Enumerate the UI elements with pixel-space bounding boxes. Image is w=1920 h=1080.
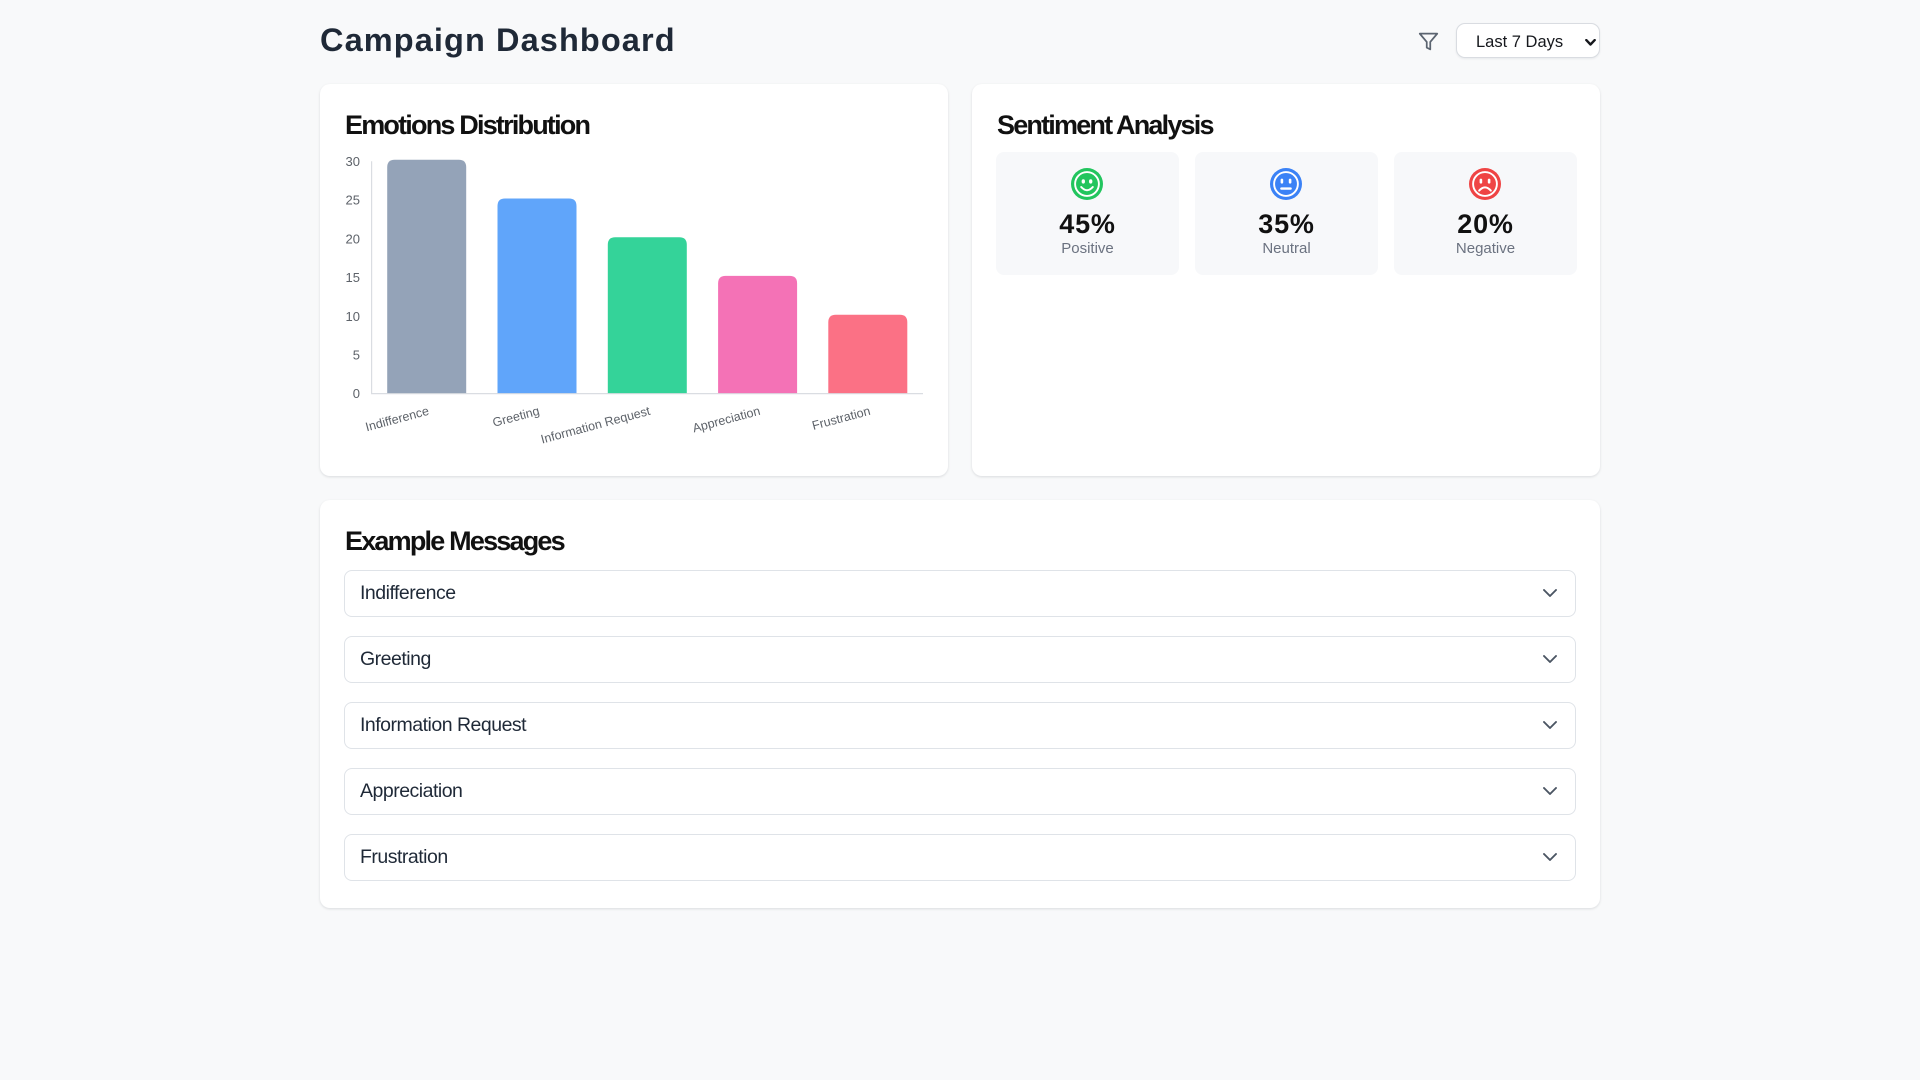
svg-text:5: 5	[353, 348, 360, 363]
svg-text:Indifference: Indifference	[364, 404, 431, 434]
svg-text:15: 15	[346, 270, 360, 285]
svg-text:Frustration: Frustration	[811, 404, 872, 433]
svg-text:20: 20	[346, 231, 360, 246]
svg-text:Greeting: Greeting	[491, 404, 541, 430]
svg-text:10: 10	[346, 309, 360, 324]
svg-text:0: 0	[353, 386, 360, 401]
svg-text:30: 30	[346, 154, 360, 169]
svg-text:25: 25	[346, 193, 360, 208]
svg-text:Information Request: Information Request	[539, 404, 652, 447]
svg-text:Appreciation: Appreciation	[691, 404, 762, 436]
